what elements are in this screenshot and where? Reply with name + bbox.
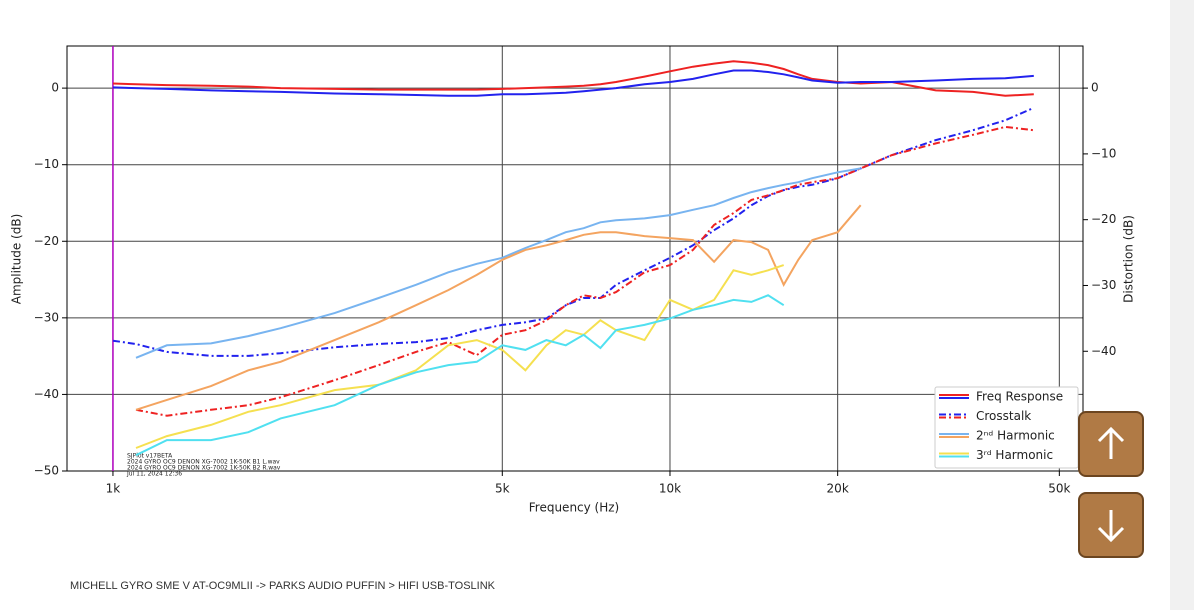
series-line: [112, 69, 1034, 97]
y2-tick-label: −10: [1091, 146, 1116, 160]
legend-label: 2ⁿᵈ Harmonic: [976, 429, 1055, 443]
scroll-up-button[interactable]: [1078, 411, 1144, 477]
x-axis-label: Frequency (Hz): [529, 501, 620, 515]
series-line: [135, 167, 861, 359]
y-tick-label: 0: [51, 81, 59, 95]
y-tick-label: −50: [34, 464, 59, 478]
series-line: [135, 294, 785, 457]
series-line: [112, 106, 1035, 357]
series-line: [135, 125, 1034, 417]
up-arrow-icon: [1097, 426, 1125, 459]
plot-area: [67, 46, 1083, 471]
annotation: SJPlot v17BETA: [127, 453, 173, 460]
x-tick-label: 5k: [495, 482, 510, 496]
annotation: Jul 11, 2024 12:36: [126, 471, 182, 478]
scroll-down-button[interactable]: [1078, 492, 1144, 558]
y2-tick-label: −40: [1091, 344, 1116, 358]
y-axis-label: Amplitude (dB): [10, 214, 24, 305]
y2-axis-label: Distortion (dB): [1122, 215, 1136, 303]
chart: Frequency (Hz) Amplitude (dB) Distortion…: [10, 44, 1136, 515]
y-tick-label: −30: [34, 310, 59, 324]
x-tick-label: 10k: [659, 482, 681, 496]
annotation: 2024 GYRO OC9 DENON XG-7002 1K-50K B2 R.…: [127, 465, 281, 472]
down-arrow-icon: [1097, 510, 1125, 543]
y2-tick-label: 0: [1091, 81, 1099, 95]
x-tick-label: 50k: [1048, 482, 1070, 496]
annotation: 2024 GYRO OC9 DENON XG-7002 1K-50K B1 L.…: [127, 459, 280, 466]
scrollbar[interactable]: [1170, 0, 1194, 610]
series-line: [135, 264, 785, 449]
y2-tick-label: −20: [1091, 212, 1116, 226]
y2-tick-label: −30: [1091, 278, 1116, 292]
x-tick-label: 1k: [106, 482, 121, 496]
legend-label: 3ʳᵈ Harmonic: [976, 448, 1053, 462]
caption: MICHELL GYRO SME V AT-OC9MLII -> PARKS A…: [70, 580, 496, 592]
series-line: [135, 204, 862, 411]
legend-label: Crosstalk: [976, 409, 1031, 423]
plot-frame: [66, 45, 1084, 472]
y-tick-label: −10: [34, 157, 59, 171]
x-tick-label: 20k: [827, 482, 849, 496]
legend-label: Freq Response: [976, 390, 1063, 404]
y-tick-label: −40: [34, 387, 59, 401]
y-tick-label: −20: [34, 234, 59, 248]
